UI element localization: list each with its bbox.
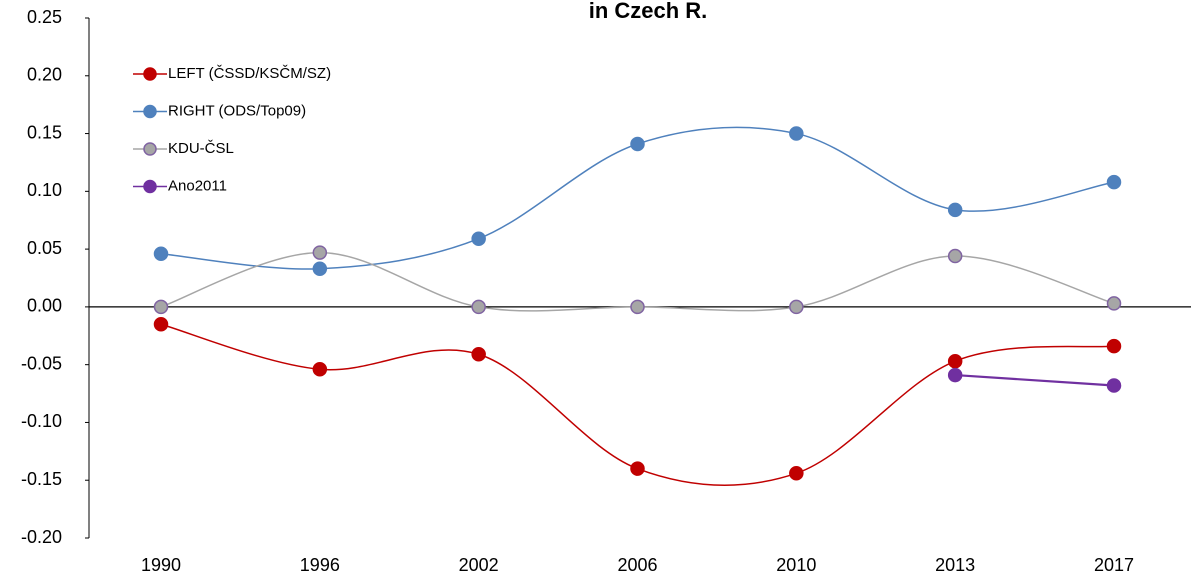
series-line [955, 373, 1115, 387]
y-tick-label: 0.25 [27, 7, 62, 27]
legend-marker [143, 104, 157, 119]
legend-marker [143, 67, 157, 81]
legend-label: RIGHT (ODS/Top09) [168, 102, 306, 119]
data-point [1106, 174, 1122, 190]
legend-marker [143, 179, 157, 194]
data-point [947, 353, 963, 369]
data-point [312, 245, 328, 260]
data-point [312, 261, 328, 277]
y-tick-label: -0.15 [21, 469, 62, 489]
y-tick-label: 0.20 [27, 65, 62, 85]
y-tick-label: -0.05 [21, 353, 62, 373]
x-tick-label: 1990 [141, 555, 181, 575]
x-tick-label: 1996 [300, 555, 340, 575]
y-tick-label: -0.20 [21, 527, 62, 547]
y-tick-label: -0.10 [21, 411, 62, 431]
data-point [630, 461, 645, 476]
legend-label: Ano2011 [168, 177, 227, 194]
data-point [471, 299, 486, 315]
data-point [630, 136, 645, 152]
y-tick-label: 0.10 [27, 180, 62, 200]
data-point [153, 246, 169, 261]
data-point [471, 231, 486, 246]
data-point [471, 347, 486, 362]
legend-marker [143, 142, 157, 156]
data-point [789, 466, 804, 481]
y-tick-label: 0.05 [27, 238, 62, 258]
data-point [153, 316, 169, 332]
data-point [789, 299, 804, 315]
data-point [1106, 338, 1122, 354]
x-tick-label: 2002 [459, 555, 499, 575]
data-point [1106, 378, 1122, 393]
data-point [1106, 296, 1122, 311]
legend-label: LEFT (ČSSD/KSČM/SZ) [168, 65, 331, 82]
chart-title: in Czech R. [589, 0, 708, 23]
data-point [947, 248, 963, 264]
data-point [153, 299, 169, 315]
data-point [630, 299, 645, 315]
data-point [947, 367, 963, 383]
series-line [160, 323, 1115, 487]
y-tick-label: 0.00 [27, 296, 62, 316]
x-tick-label: 2013 [935, 555, 975, 575]
x-tick-label: 2017 [1094, 555, 1134, 575]
data-point [789, 126, 804, 141]
x-tick-label: 2006 [617, 555, 657, 575]
y-tick-label: 0.15 [27, 122, 62, 142]
data-point [947, 202, 963, 218]
data-point [312, 362, 328, 377]
legend-label: KDU-ČSL [168, 140, 234, 157]
x-tick-label: 2010 [776, 555, 816, 575]
